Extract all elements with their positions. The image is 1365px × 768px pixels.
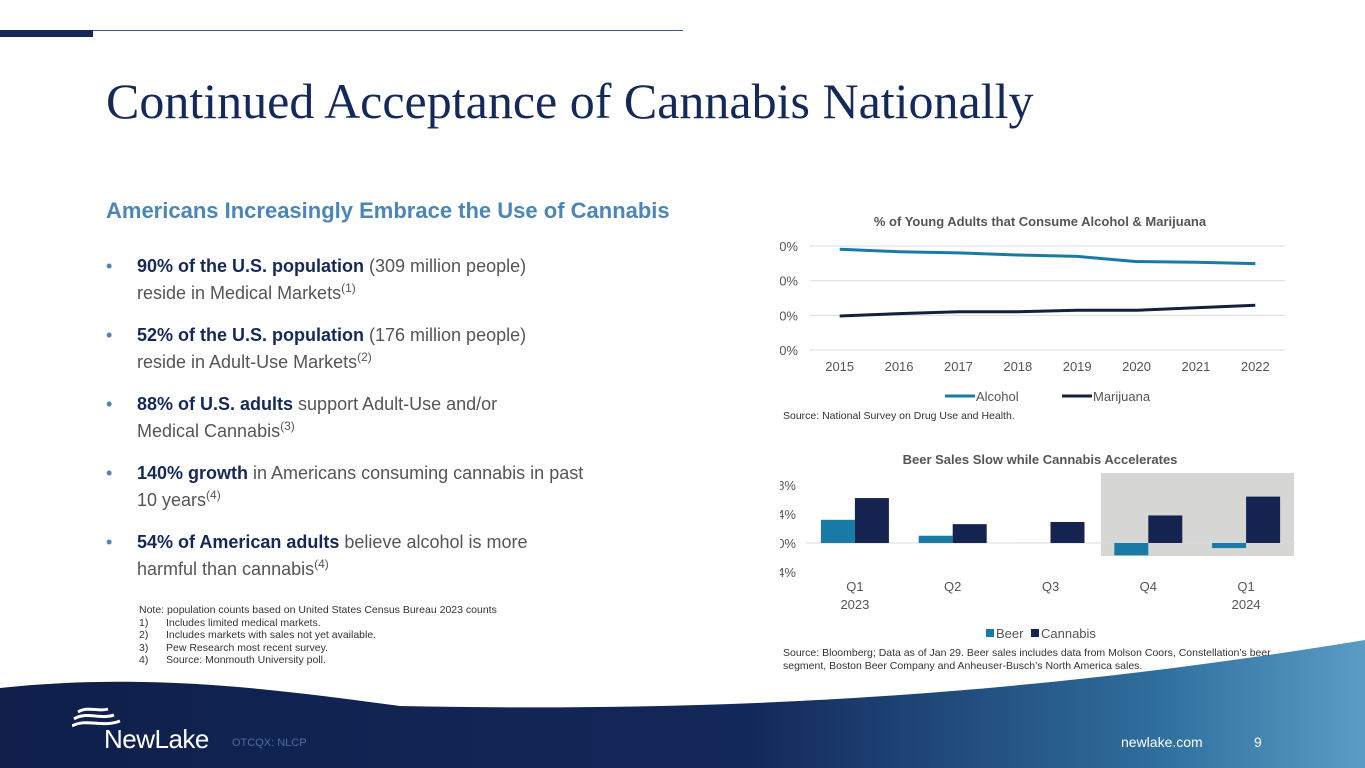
line-chart-source: Source: National Survey on Drug Use and …: [783, 410, 1015, 422]
bullet-item: • 52% of the U.S. population (176 million…: [106, 325, 527, 372]
logo-text: NewLake: [104, 724, 209, 754]
bar-beer: [820, 519, 855, 543]
x-tick-label: Q4: [1140, 579, 1157, 594]
newlake-wave-logo-icon: [72, 707, 121, 728]
y-tick-label: 40%: [780, 274, 798, 289]
bar-cannabis: [1246, 496, 1281, 543]
bullet-list: • 90% of the U.S. population (309 million…: [106, 255, 606, 600]
footnote: 2) Includes markets with sales not yet av…: [139, 629, 377, 641]
x-tick-label: Q1: [846, 579, 863, 594]
page-title: Continued Acceptance of Cannabis Nationa…: [106, 73, 1034, 129]
bullet-item: • 54% of American adults believe alcohol …: [106, 532, 528, 579]
section-subtitle: Americans Increasingly Embrace the Use o…: [106, 198, 670, 223]
x-tick-label: 2019: [1063, 359, 1092, 374]
top-rule: [93, 30, 683, 31]
legend-label: Alcohol: [976, 389, 1019, 404]
legend-label: Cannabis: [1041, 626, 1096, 641]
x-tick-label: 2018: [1003, 359, 1032, 374]
line-chart: 0% 20% 40% 60% 2015 2016 2017 2018 2019 2020 2021 2…: [780, 239, 1285, 404]
legend-label: Beer: [996, 626, 1024, 641]
x-tick-label: 2015: [825, 359, 854, 374]
x-tick-label: 2021: [1181, 359, 1210, 374]
y-tick-label: 8%: [780, 478, 796, 493]
bullet-item: • 88% of U.S. adults support Adult-Use an…: [106, 394, 498, 441]
bar-beer: [1212, 543, 1247, 549]
website-link[interactable]: newlake.com: [1121, 734, 1203, 750]
ticker: OTCQX: NLCP: [232, 737, 307, 749]
bar-chart-title: Beer Sales Slow while Cannabis Accelerat…: [902, 452, 1178, 467]
bar-chart-source: Source: Bloomberg; Data as of Jan 29. Be…: [783, 647, 1271, 672]
footnote: 1) Includes limited medical markets.: [139, 616, 321, 629]
line-chart-title: % of Young Adults that Consume Alcohol &…: [873, 214, 1207, 229]
x-tick-label: 2016: [885, 359, 914, 374]
series-line-alcohol: [839, 247, 1256, 266]
x-tick-label: 2022: [1241, 359, 1270, 374]
legend-label: Marijuana: [1093, 389, 1151, 404]
bar-cannabis: [1148, 515, 1183, 543]
y-tick-label: -4%: [780, 565, 796, 580]
note-header: Note: population counts based on United …: [139, 604, 497, 616]
top-accent-bar: [0, 30, 93, 37]
bullet-item: • 90% of the U.S. population (309 million…: [106, 256, 527, 303]
bar-cannabis: [1050, 521, 1085, 543]
x-tick-label: 2023: [840, 597, 869, 612]
legend-swatch: [986, 629, 994, 637]
x-tick-label: 2024: [1232, 597, 1261, 612]
y-tick-label: 0%: [780, 343, 798, 358]
y-tick-label: 60%: [780, 239, 798, 254]
bar-beer: [1114, 543, 1149, 556]
footnote: 4) Source: Monmouth University poll.: [139, 654, 326, 666]
x-tick-label: Q2: [944, 579, 961, 594]
x-tick-label: Q1: [1237, 579, 1254, 594]
bar-cannabis: [952, 524, 987, 543]
y-tick-label: 4%: [780, 507, 796, 522]
bullet-item: • 140% growth in Americans consuming cann…: [106, 463, 584, 510]
bar-beer: [918, 535, 953, 543]
footnotes: Note: population counts based on United …: [139, 604, 497, 667]
bar-cannabis: [854, 498, 889, 543]
footnote: 3) Pew Research most recent survey.: [139, 641, 329, 654]
page-number: 9: [1254, 734, 1262, 750]
legend-swatch: [1031, 629, 1039, 637]
y-tick-label: 0%: [780, 536, 796, 551]
y-tick-label: 20%: [780, 308, 798, 323]
x-tick-label: 2017: [944, 359, 973, 374]
bar-chart: -4% 0% 4% 8% Q1 2023 Q2 Q3 Q4 Q1 2024 Beer Cannabis: [780, 473, 1295, 641]
series-line-marijuana: [839, 303, 1256, 318]
x-tick-label: Q3: [1042, 579, 1059, 594]
x-tick-label: 2020: [1122, 359, 1151, 374]
